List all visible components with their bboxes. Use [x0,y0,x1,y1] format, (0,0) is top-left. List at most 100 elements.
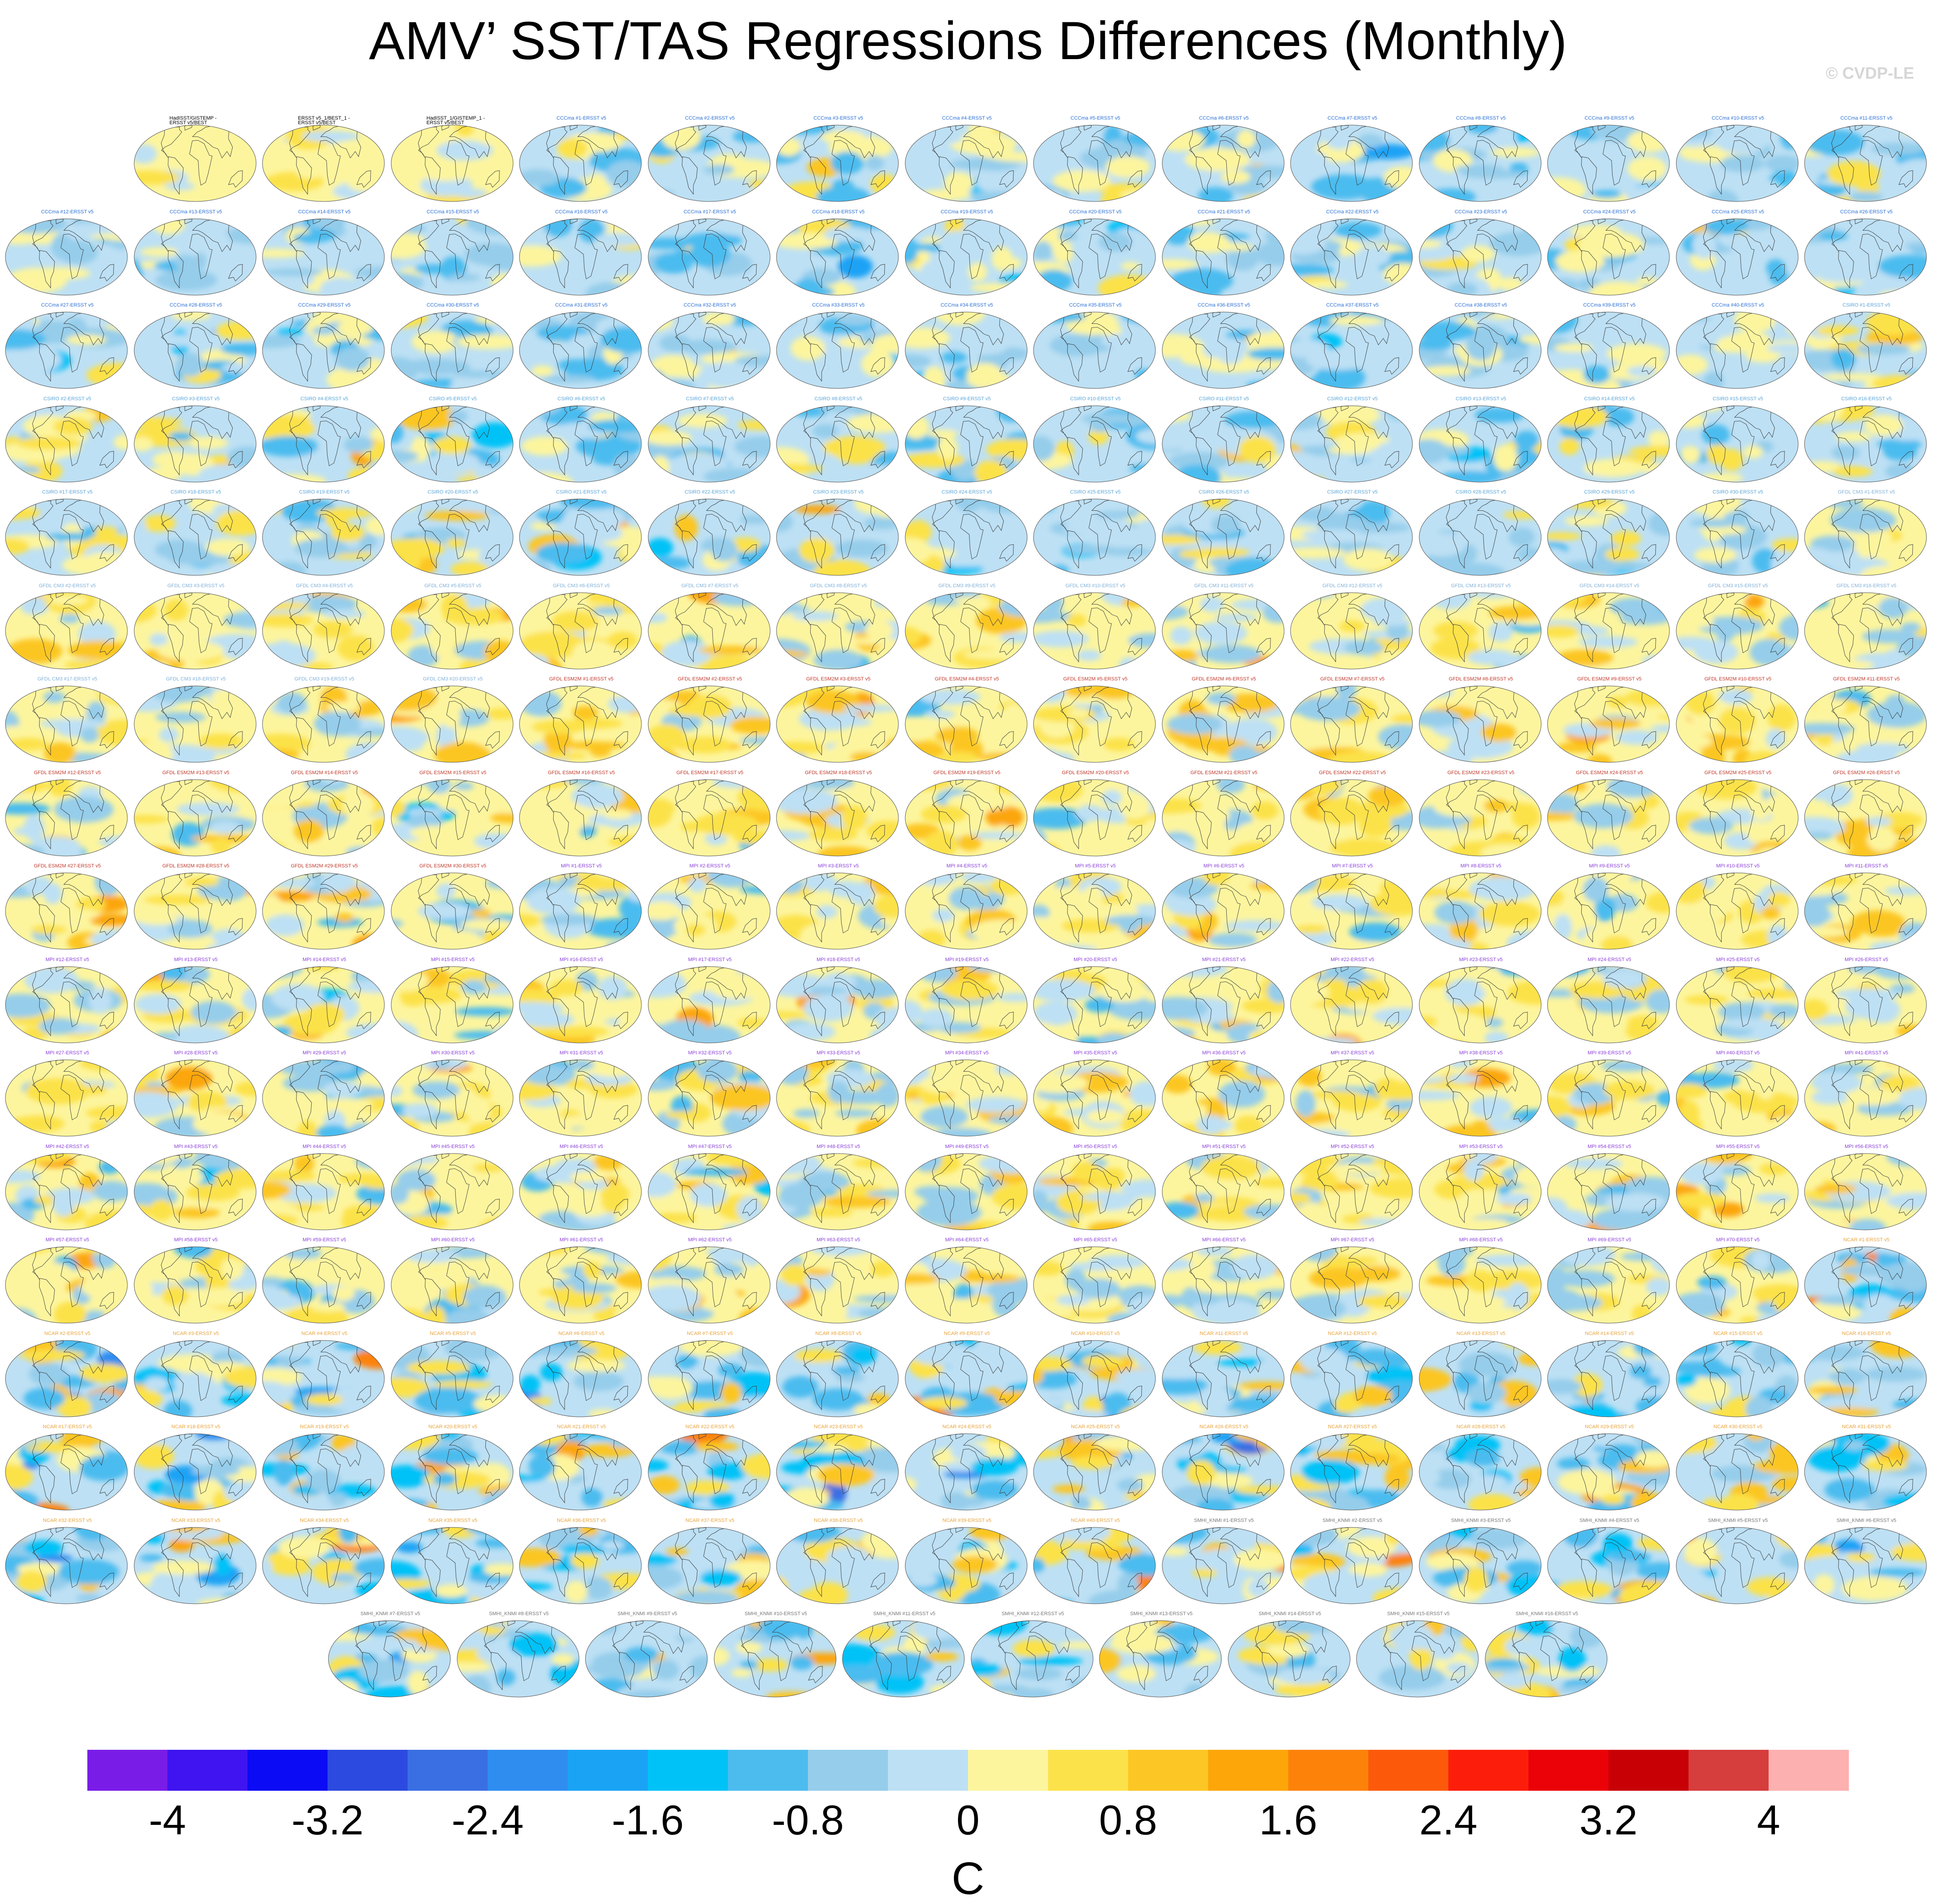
map-panel: MPI #65-ERSST v5 [1033,1238,1158,1326]
coastline [1641,731,1656,749]
anomaly-blob [1811,1090,1849,1105]
coastline [681,250,698,288]
coastline [870,731,885,749]
anomaly-blob [1305,280,1348,288]
world-map [905,966,1027,1043]
anomaly-blob [1601,936,1633,949]
map-outline [1676,312,1798,389]
world-map [262,779,385,856]
anomaly-blob [1620,612,1669,625]
coastline [546,874,568,906]
coastline [296,530,312,569]
panel-title: CCCma #26-ERSST v5 [1840,209,1893,215]
anomaly-blob [1105,156,1150,178]
coastline [1195,1278,1212,1317]
map-panel: CCCma #2-ERSST v5 [647,116,773,205]
panel-title: CSIRO #11-ERSST v5 [1199,396,1249,402]
coastline [318,981,341,1027]
coastline [742,1292,757,1310]
map-outline [1290,1246,1413,1324]
coastline [1574,594,1596,626]
coastline [289,313,311,345]
anomaly-blob [111,257,127,281]
coastline [1605,967,1646,1000]
anomaly-blob [1890,983,1916,993]
coastline [60,1074,84,1120]
coastline [1324,904,1340,943]
map-panel: CSIRO #20-ERSST v5 [390,490,516,579]
anomaly-blob [688,241,730,267]
anomaly-blob [1211,515,1240,535]
coastline [167,904,184,943]
panel-title: GFDL ESM2M #15-ERSST v5 [419,770,487,776]
coastline [1189,874,1210,906]
panel-title: CSIRO #28-ERSST v5 [1455,490,1507,495]
world-map [262,405,385,482]
map-outline [648,779,770,856]
map-panel: GFDL CM3 #10-ERSST v5 [1033,584,1158,672]
world-map [1419,312,1541,389]
anomaly-blob [1230,1254,1278,1279]
anomaly-blob [1136,966,1155,983]
coastline [318,327,341,373]
anomaly-blob [1168,452,1229,470]
map-outline [1162,405,1284,482]
coastline [803,220,825,252]
anomaly-blob [1512,804,1540,829]
anomaly-blob [1570,625,1609,635]
coastline [1091,593,1132,626]
anomaly-blob [315,156,376,175]
map-outline [776,1246,899,1324]
coastline [810,811,826,849]
anomaly-blob [1718,1002,1765,1021]
map-outline [1419,592,1541,669]
anomaly-blob [25,1078,90,1105]
coastline [1384,1292,1399,1310]
world-map [1804,779,1927,856]
coastline [1603,233,1626,279]
world-map [1033,218,1156,295]
coastline [1641,824,1656,842]
coastline [1513,263,1528,282]
anomaly-blob [651,557,691,569]
coastline [577,1154,618,1187]
panel-title: MPI #35-ERSST v5 [1074,1051,1117,1056]
coastline [1217,233,1240,279]
coastline [1317,1155,1339,1187]
anomaly-blob [1042,499,1062,507]
world-map [5,218,128,295]
anomaly-blob [841,805,868,830]
map-outline [1676,405,1798,482]
coastline [577,874,618,907]
coastline [1581,904,1597,943]
panel-title: MPI #5-ERSST v5 [1075,864,1116,869]
coastline [1089,1261,1112,1307]
map-outline [5,966,128,1043]
coastline [834,219,875,252]
anomaly-blob [540,513,562,524]
panel-title: GFDL CM3 #11-ERSST v5 [1194,583,1254,589]
map-panel: GFDL ESM2M #27-ERSST v5 [5,864,130,952]
anomaly-blob [933,1128,991,1136]
coastline [192,406,233,439]
anomaly-blob [391,726,429,749]
anomaly-blob [1267,979,1284,1003]
world-map [1676,966,1798,1043]
anomaly-blob [799,1171,848,1192]
map-panel: MPI #11-ERSST v5 [1804,864,1929,952]
map-panel: CSIRO #13-ERSST v5 [1418,397,1544,485]
anomaly-blob [1054,245,1074,263]
map-panel: GFDL CM3 #2-ERSST v5 [5,584,130,672]
coastline [418,687,439,719]
coastline [189,887,212,933]
coastline [577,967,618,1000]
coastline [1446,687,1467,719]
anomaly-blob [1490,147,1540,157]
anomaly-blob [418,165,474,181]
anomaly-blob [648,901,681,921]
coastline [1127,450,1142,468]
coastline [1605,126,1646,159]
world-map [905,125,1027,202]
map-panel: MPI #30-ERSST v5 [390,1051,516,1139]
anomaly-blob [906,1316,937,1323]
